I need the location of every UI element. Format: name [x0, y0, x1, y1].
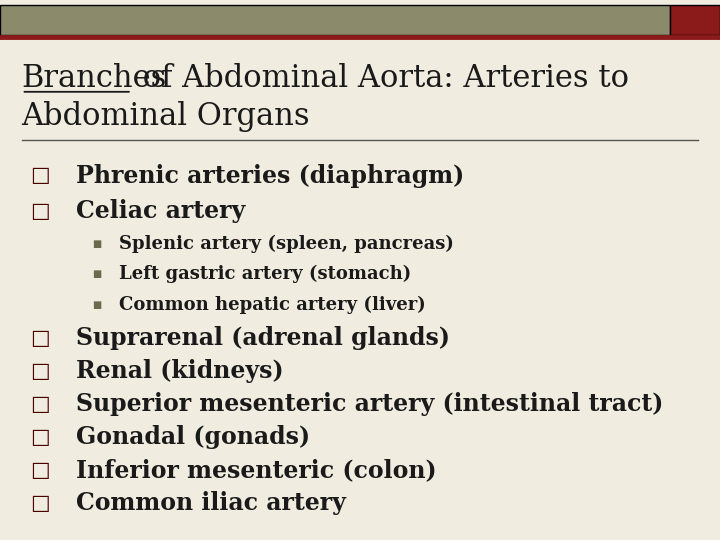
- Text: □: □: [30, 427, 50, 448]
- Text: Common iliac artery: Common iliac artery: [76, 491, 346, 515]
- Text: Branches: Branches: [22, 63, 167, 94]
- Text: Splenic artery (spleen, pancreas): Splenic artery (spleen, pancreas): [119, 235, 454, 253]
- Text: ■: ■: [93, 269, 102, 279]
- Text: □: □: [30, 460, 50, 480]
- Text: Phrenic arteries (diaphragm): Phrenic arteries (diaphragm): [76, 164, 464, 187]
- Text: Abdominal Organs: Abdominal Organs: [22, 100, 310, 132]
- Text: Superior mesenteric artery (intestinal tract): Superior mesenteric artery (intestinal t…: [76, 393, 663, 416]
- Text: of Abdominal Aorta: Arteries to: of Abdominal Aorta: Arteries to: [133, 63, 629, 94]
- Text: Celiac artery: Celiac artery: [76, 199, 245, 222]
- Text: ■: ■: [93, 300, 102, 309]
- Text: Left gastric artery (stomach): Left gastric artery (stomach): [119, 265, 411, 284]
- FancyBboxPatch shape: [0, 5, 670, 35]
- Text: ■: ■: [93, 239, 102, 249]
- Text: □: □: [30, 361, 50, 381]
- Text: □: □: [30, 165, 50, 186]
- Text: Gonadal (gonads): Gonadal (gonads): [76, 426, 310, 449]
- Text: □: □: [30, 493, 50, 514]
- Text: Common hepatic artery (liver): Common hepatic artery (liver): [119, 295, 426, 314]
- Text: Suprarenal (adrenal glands): Suprarenal (adrenal glands): [76, 326, 449, 350]
- Text: □: □: [30, 200, 50, 221]
- Text: Inferior mesenteric (colon): Inferior mesenteric (colon): [76, 458, 436, 482]
- Text: □: □: [30, 328, 50, 348]
- Text: Renal (kidneys): Renal (kidneys): [76, 359, 283, 383]
- FancyBboxPatch shape: [670, 5, 720, 35]
- Text: □: □: [30, 394, 50, 415]
